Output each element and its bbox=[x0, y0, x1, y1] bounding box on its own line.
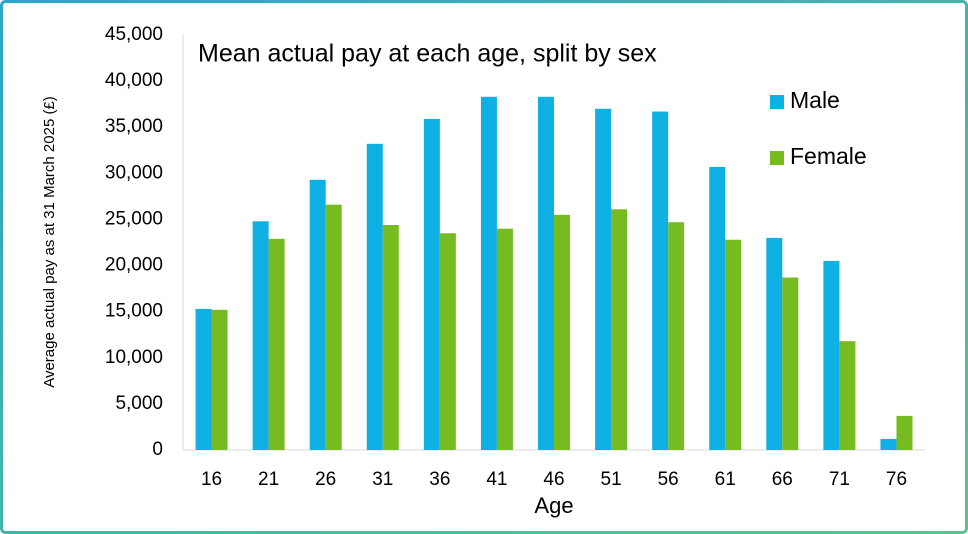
x-tick-label: 66 bbox=[772, 469, 793, 490]
x-tick-label: 46 bbox=[543, 469, 564, 490]
x-tick-label: 56 bbox=[658, 469, 679, 490]
x-tick-label: 21 bbox=[258, 469, 279, 490]
y-tick-label: 45,000 bbox=[105, 24, 163, 45]
bar bbox=[538, 96, 554, 451]
bar bbox=[766, 237, 783, 450]
bar bbox=[366, 143, 383, 451]
chart-title: Mean actual pay at each age, split by se… bbox=[198, 40, 657, 68]
legend-swatch bbox=[770, 151, 784, 165]
x-tick-label: 16 bbox=[201, 469, 222, 490]
bar bbox=[268, 238, 285, 450]
bar bbox=[382, 224, 399, 450]
y-tick-label: 20,000 bbox=[105, 255, 163, 276]
x-tick-label: 61 bbox=[715, 469, 736, 490]
x-axis-label: Age bbox=[534, 493, 573, 518]
y-tick-label: 5,000 bbox=[115, 393, 163, 414]
y-axis-label: Average actual pay as at 31 March 2025 (… bbox=[41, 96, 58, 388]
y-tick-label: 35,000 bbox=[105, 116, 163, 137]
bar bbox=[652, 111, 669, 451]
bar bbox=[896, 415, 913, 450]
bar bbox=[423, 118, 440, 450]
y-tick-label: 25,000 bbox=[105, 208, 163, 229]
x-tick-label: 71 bbox=[829, 469, 850, 490]
bar bbox=[554, 214, 570, 450]
y-tick-label: 10,000 bbox=[105, 347, 163, 368]
bar bbox=[709, 166, 726, 450]
x-tick-label: 36 bbox=[429, 469, 450, 490]
bar bbox=[880, 438, 897, 450]
bar bbox=[595, 108, 612, 451]
x-tick-label: 41 bbox=[486, 469, 507, 490]
x-tick-label: 31 bbox=[372, 469, 393, 490]
bar bbox=[195, 308, 212, 450]
bar bbox=[325, 204, 342, 450]
bar bbox=[668, 222, 685, 450]
legend-label: Female bbox=[790, 143, 867, 169]
y-tick-label: 15,000 bbox=[105, 301, 163, 322]
bar bbox=[252, 221, 269, 450]
x-tick-label: 51 bbox=[601, 469, 622, 490]
y-tick-label: 0 bbox=[152, 439, 163, 460]
x-tick-label: 76 bbox=[886, 469, 907, 490]
bar bbox=[211, 309, 228, 450]
x-tick-label: 26 bbox=[315, 469, 336, 490]
bar bbox=[725, 239, 742, 450]
legend-label: Male bbox=[790, 87, 840, 113]
bar bbox=[496, 228, 513, 450]
y-tick-label: 40,000 bbox=[105, 70, 163, 91]
legend-swatch bbox=[770, 95, 784, 109]
bar bbox=[782, 277, 799, 450]
y-tick-label: 30,000 bbox=[105, 162, 163, 183]
bar bbox=[839, 341, 856, 450]
bar bbox=[480, 96, 497, 451]
bar bbox=[309, 179, 326, 451]
bar bbox=[823, 260, 840, 450]
bar bbox=[439, 233, 456, 450]
bar bbox=[611, 209, 628, 450]
